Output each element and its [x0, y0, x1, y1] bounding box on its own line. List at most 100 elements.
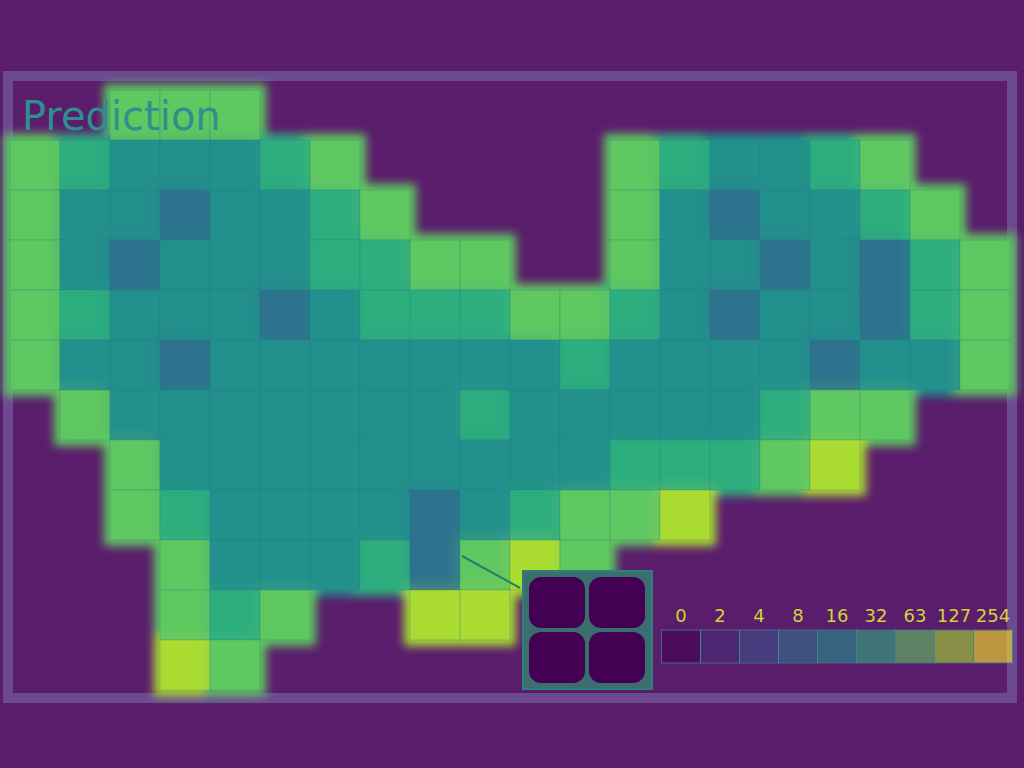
cell-halo	[654, 334, 716, 396]
cell	[260, 290, 310, 340]
colorbar-swatch	[974, 630, 1013, 663]
cell	[410, 490, 460, 540]
cell	[660, 190, 710, 240]
cell-halo	[4, 184, 66, 246]
cell-halo	[404, 284, 466, 346]
cell-halo	[654, 434, 716, 496]
cell-halo	[654, 284, 716, 346]
cell	[110, 240, 160, 290]
cell-halo	[554, 434, 616, 496]
cell	[310, 340, 360, 390]
cell-halo	[404, 584, 466, 646]
cell	[410, 440, 460, 490]
cell-halo	[504, 484, 566, 546]
cell	[360, 390, 410, 440]
cell-halo	[304, 534, 366, 596]
cell-halo	[204, 134, 266, 196]
cell	[360, 540, 410, 590]
cell	[410, 240, 460, 290]
cell	[460, 540, 510, 590]
cell-halo	[354, 484, 416, 546]
cell	[310, 240, 360, 290]
cell	[60, 240, 110, 290]
cell-halo	[104, 284, 166, 346]
inset-cell	[529, 632, 585, 683]
cell	[510, 340, 560, 390]
cell	[160, 640, 210, 690]
cell-halo	[4, 284, 66, 346]
cell	[110, 490, 160, 540]
cell	[60, 390, 110, 440]
cell	[560, 490, 610, 540]
inset-cell	[589, 632, 645, 683]
cell-halo	[454, 534, 516, 596]
cell-halo	[654, 384, 716, 446]
colorbar-label: 2	[714, 605, 725, 626]
cell-halo	[404, 434, 466, 496]
cell	[260, 390, 310, 440]
colorbar-swatch	[935, 630, 974, 663]
cell-halo	[154, 284, 216, 346]
colorbar: 0248163263127254	[662, 605, 1013, 663]
cell	[160, 590, 210, 640]
cell	[460, 590, 510, 640]
cell-halo	[504, 284, 566, 346]
cell-halo	[554, 484, 616, 546]
cell-halo	[304, 184, 366, 246]
cell-halo	[754, 334, 816, 396]
cell	[160, 240, 210, 290]
cell	[260, 490, 310, 540]
cell-halo	[154, 234, 216, 296]
cell-halo	[204, 584, 266, 646]
cell	[760, 340, 810, 390]
cell-halo	[204, 484, 266, 546]
cell	[810, 140, 860, 190]
cell	[160, 490, 210, 540]
cell-halo	[154, 434, 216, 496]
cell	[360, 190, 410, 240]
cell	[860, 290, 910, 340]
cell	[260, 240, 310, 290]
cell-halo	[254, 184, 316, 246]
cell	[110, 290, 160, 340]
colorbar-swatch	[896, 630, 935, 663]
cell	[610, 240, 660, 290]
cell-halo	[754, 384, 816, 446]
cell	[660, 340, 710, 390]
cell-halo	[454, 334, 516, 396]
cell	[160, 140, 210, 190]
cell	[810, 390, 860, 440]
cell	[160, 440, 210, 490]
cell-halo	[354, 234, 416, 296]
cell-halo	[154, 134, 216, 196]
cell	[760, 290, 810, 340]
cell-halo	[454, 234, 516, 296]
cell-halo	[954, 334, 1016, 396]
cell-halo	[254, 484, 316, 546]
cell-halo	[154, 584, 216, 646]
cell-halo	[54, 334, 116, 396]
cell-halo	[604, 484, 666, 546]
cell-halo	[254, 234, 316, 296]
cell-halo	[4, 334, 66, 396]
cell	[510, 390, 560, 440]
cell-halo	[304, 434, 366, 496]
cell	[60, 190, 110, 240]
inset-cell	[589, 577, 645, 628]
cell	[160, 290, 210, 340]
cell-halo	[104, 434, 166, 496]
cell	[210, 140, 260, 190]
cell	[760, 440, 810, 490]
colorbar-swatch	[857, 630, 896, 663]
cell-halo	[404, 234, 466, 296]
cell	[210, 590, 260, 640]
cell-halo	[954, 284, 1016, 346]
cell-halo	[804, 234, 866, 296]
cell	[460, 340, 510, 390]
cell-halo	[154, 634, 216, 696]
cell	[860, 240, 910, 290]
inset-cell	[529, 577, 585, 628]
cell-halo	[154, 534, 216, 596]
cell	[610, 440, 660, 490]
cell-halo	[804, 334, 866, 396]
